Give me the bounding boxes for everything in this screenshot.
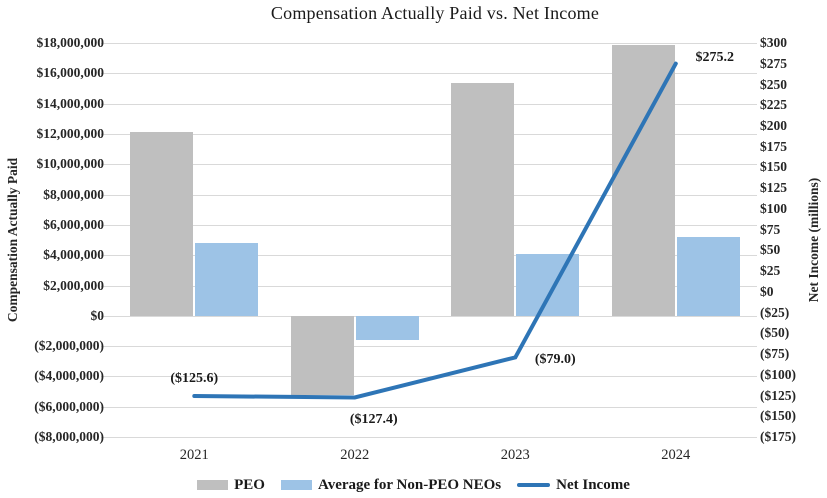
bar-peo-2023 bbox=[451, 83, 515, 316]
bar-average-for-non-peo-neos-2023 bbox=[516, 254, 580, 316]
left-axis-tick-label: ($2,000,000) bbox=[34, 338, 104, 354]
right-axis-tick-label: $250 bbox=[760, 76, 787, 92]
left-axis-tick-label: ($8,000,000) bbox=[34, 429, 104, 444]
left-axis-tick-label: ($6,000,000) bbox=[34, 398, 104, 414]
x-axis-label-2023: 2023 bbox=[500, 447, 530, 463]
left-axis-tick-label: $4,000,000 bbox=[43, 247, 104, 263]
right-axis-tick-label: $175 bbox=[760, 138, 787, 154]
bar-average-for-non-peo-neos-2021 bbox=[195, 243, 259, 316]
right-axis-tick-label: $50 bbox=[760, 242, 781, 258]
right-axis-tick-label: $100 bbox=[760, 200, 787, 216]
right-axis-tick-label: ($175) bbox=[760, 429, 796, 444]
right-axis-tick-label: $0 bbox=[760, 283, 774, 299]
right-axis-tick-label: $125 bbox=[760, 180, 787, 196]
right-axis-tick-label: $150 bbox=[760, 159, 787, 175]
gridline bbox=[101, 437, 757, 438]
legend-label: Net Income bbox=[556, 476, 630, 493]
left-axis-tick-label: ($4,000,000) bbox=[34, 368, 104, 384]
bar-peo-2021 bbox=[130, 132, 194, 316]
gridline bbox=[101, 315, 757, 317]
right-axis-tick-label: $300 bbox=[760, 35, 787, 50]
right-axis-tick-label: ($125) bbox=[760, 387, 796, 403]
bar-average-for-non-peo-neos-2022 bbox=[355, 315, 419, 340]
right-axis-tick-label: $225 bbox=[760, 97, 787, 113]
data-label-2024: $275.2 bbox=[695, 49, 735, 65]
legend-item-net-income: Net Income bbox=[517, 477, 630, 494]
legend-label: Average for Non-PEO NEOs bbox=[317, 476, 502, 493]
left-axis-tick-label: $2,000,000 bbox=[43, 277, 104, 293]
left-axis-tick-label: $14,000,000 bbox=[36, 95, 105, 111]
left-axis-tick-label: $10,000,000 bbox=[36, 156, 105, 172]
bar-peo-2024 bbox=[611, 44, 675, 316]
legend-swatch-peo bbox=[197, 480, 229, 490]
left-axis-tick-label: $0 bbox=[90, 307, 105, 323]
gridline bbox=[101, 346, 757, 348]
bar-average-for-non-peo-neos-2024 bbox=[676, 237, 740, 316]
legend: PEO Average for Non-PEO NEOs Net Income bbox=[0, 474, 827, 496]
right-axis-tick-label: $200 bbox=[760, 117, 787, 133]
x-axis-label-2021: 2021 bbox=[179, 447, 209, 463]
left-axis-tick-label: $6,000,000 bbox=[43, 216, 104, 232]
gridline bbox=[101, 406, 757, 408]
right-axis-tick-label: $75 bbox=[760, 221, 781, 237]
right-axis-tick-label: $275 bbox=[760, 55, 787, 71]
data-label-2021: ($125.6) bbox=[170, 371, 219, 386]
data-label-2022: ($127.4) bbox=[349, 411, 398, 427]
legend-label: PEO bbox=[234, 476, 265, 493]
legend-swatch-average-for-non-peo-neos bbox=[280, 480, 312, 490]
x-axis-label-2024: 2024 bbox=[661, 447, 691, 463]
left-axis-tick-label: $18,000,000 bbox=[36, 35, 105, 50]
chart-title: Compensation Actually Paid vs. Net Incom… bbox=[270, 3, 600, 23]
bar-peo-2022 bbox=[290, 315, 354, 395]
right-axis-tick-label: ($50) bbox=[760, 325, 790, 341]
data-label-2023: ($79.0) bbox=[534, 352, 576, 368]
right-axis-tick-label: ($150) bbox=[760, 408, 796, 424]
right-axis-tick-label: ($75) bbox=[760, 346, 790, 362]
left-axis-tick-label: $8,000,000 bbox=[43, 186, 104, 202]
left-axis-tick-label: $12,000,000 bbox=[36, 125, 105, 141]
left-axis-title: Compensation Actually Paid bbox=[5, 157, 20, 323]
legend-item-peo: PEO bbox=[197, 477, 265, 494]
legend-swatch-net-income bbox=[517, 483, 551, 487]
gridline bbox=[101, 43, 757, 44]
left-axis-tick-label: $16,000,000 bbox=[36, 65, 105, 81]
right-axis-tick-label: ($25) bbox=[760, 304, 790, 320]
x-axis-label-2022: 2022 bbox=[340, 447, 370, 463]
legend-item-average-for-non-peo-neos: Average for Non-PEO NEOs bbox=[280, 476, 502, 494]
right-axis-tick-label: $25 bbox=[760, 263, 781, 279]
right-axis-tick-label: ($100) bbox=[760, 366, 796, 382]
